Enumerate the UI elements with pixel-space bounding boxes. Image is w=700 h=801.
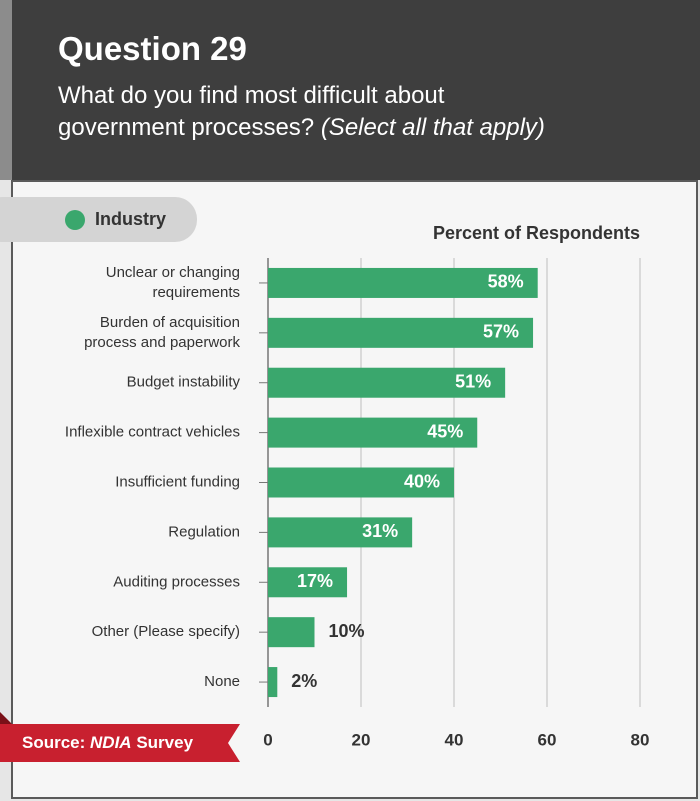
y-tick-label: Other (Please specify) (92, 623, 240, 640)
y-tick-label: Auditing processes (113, 573, 240, 590)
source-org: NDIA (90, 733, 132, 752)
header-title: Question 29 (58, 30, 247, 67)
header-strip (0, 0, 12, 180)
value-label: 45% (427, 421, 463, 441)
value-label: 57% (483, 322, 519, 342)
legend-label: Industry (95, 209, 166, 229)
y-tick-label: Inflexible contract vehicles (65, 424, 240, 441)
bar (268, 317, 534, 348)
legend-swatch (65, 210, 85, 230)
x-tick-label: 40 (445, 730, 464, 749)
y-tick-label: Budget instability (127, 374, 241, 391)
source-badge (0, 724, 240, 762)
y-tick-label: Unclear or changing requirements (106, 264, 240, 301)
value-label: 10% (329, 621, 365, 641)
badge-fold (0, 712, 12, 724)
header-background (0, 0, 700, 180)
subtitle-note: (Select all that apply) (320, 114, 545, 141)
bar (268, 367, 506, 398)
x-tick-label: 20 (352, 730, 371, 749)
source-label: Source: (22, 733, 85, 752)
y-tick-label: None (204, 673, 240, 690)
header-subtitle: What do you find most difficult about go… (58, 80, 678, 144)
bar (268, 267, 538, 298)
y-tick-label: Burden of acquisition process and paperwo… (84, 314, 240, 351)
x-tick-label: 60 (538, 730, 557, 749)
bar (268, 417, 478, 448)
value-label: 40% (404, 471, 440, 491)
value-label: 58% (488, 272, 524, 292)
chart-title: Percent of Respondents (433, 223, 640, 243)
value-label: 2% (291, 671, 317, 691)
source: Source: NDIA Survey (22, 733, 194, 752)
value-label: 17% (297, 571, 333, 591)
value-label: 31% (362, 521, 398, 541)
plot: 0 20 40 60 80 Unclear or changing requirements… (65, 258, 650, 749)
y-tick-label: Insufficient funding (115, 473, 240, 490)
legend-pill (0, 197, 197, 242)
bar (268, 617, 315, 648)
x-tick-label: 80 (631, 730, 650, 749)
subtitle: What do you find most difficult about go… (58, 82, 445, 141)
value-label: 51% (455, 371, 491, 391)
bar (268, 567, 348, 598)
x-tick-label: 0 (263, 730, 272, 749)
bar (268, 667, 278, 698)
bar (268, 467, 454, 498)
bar (268, 517, 413, 548)
source-suffix: Survey (136, 733, 193, 752)
y-tick-label: Regulation (168, 523, 240, 540)
